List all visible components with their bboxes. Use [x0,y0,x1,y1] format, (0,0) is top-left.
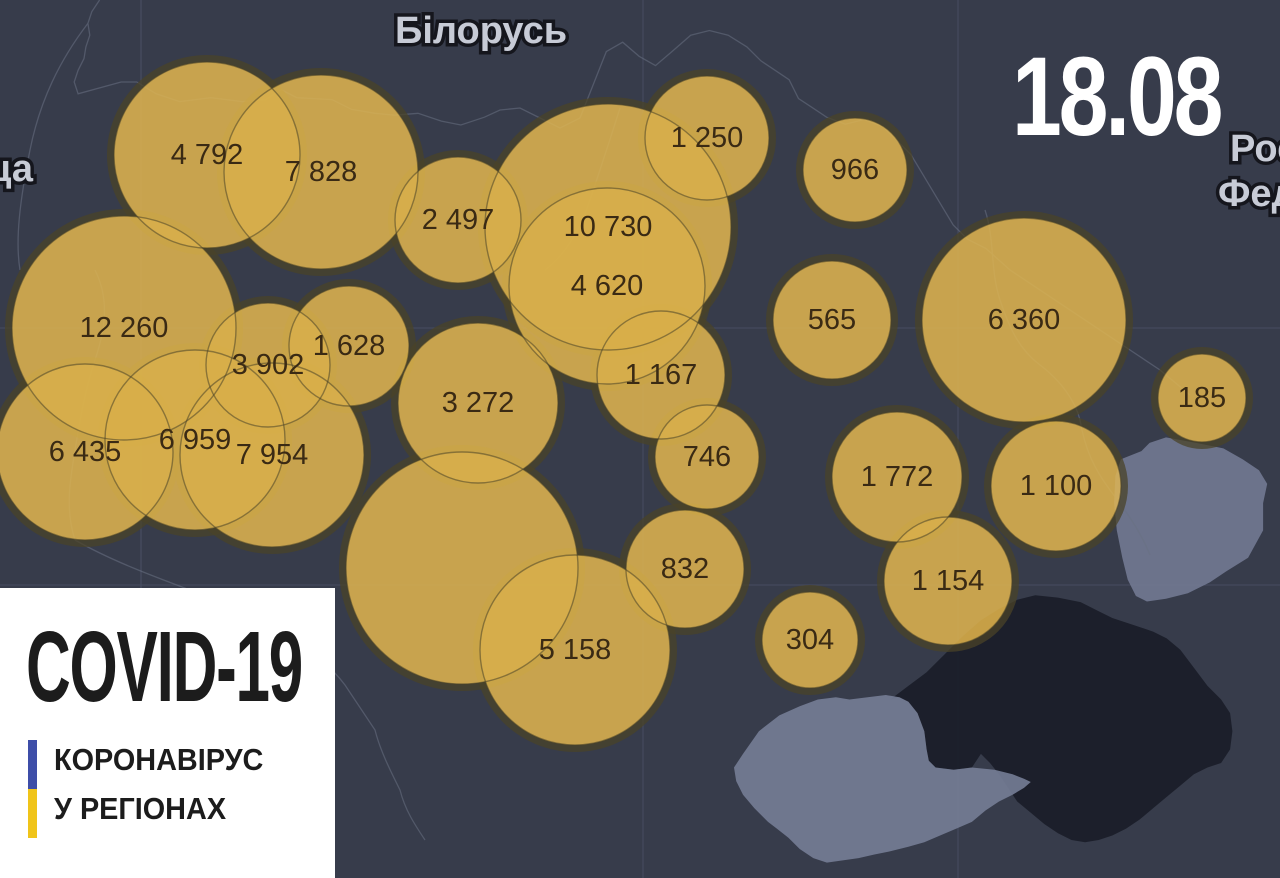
svg-text:5 158: 5 158 [539,634,612,666]
svg-text:1 772: 1 772 [861,461,934,493]
svg-text:565: 565 [808,304,856,336]
svg-text:4 792: 4 792 [171,139,244,171]
svg-text:10 730: 10 730 [564,211,653,243]
svg-text:1 628: 1 628 [313,330,386,362]
svg-text:6 959: 6 959 [159,424,232,456]
svg-text:2 497: 2 497 [422,204,495,236]
svg-text:1 167: 1 167 [625,359,698,391]
svg-text:4 620: 4 620 [571,270,644,302]
svg-text:3 272: 3 272 [442,387,515,419]
svg-text:6 360: 6 360 [988,304,1061,336]
svg-text:1 100: 1 100 [1020,470,1093,502]
svg-text:7 954: 7 954 [236,439,309,471]
svg-text:7 828: 7 828 [285,156,358,188]
svg-text:832: 832 [661,553,709,585]
svg-text:966: 966 [831,154,879,186]
svg-text:1 154: 1 154 [912,565,985,597]
svg-text:12 260: 12 260 [80,312,169,344]
svg-text:6 435: 6 435 [49,436,122,468]
svg-text:3 902: 3 902 [232,349,305,381]
svg-text:304: 304 [786,624,834,656]
svg-text:185: 185 [1178,382,1226,414]
svg-text:1 250: 1 250 [671,122,744,154]
svg-text:746: 746 [683,441,731,473]
